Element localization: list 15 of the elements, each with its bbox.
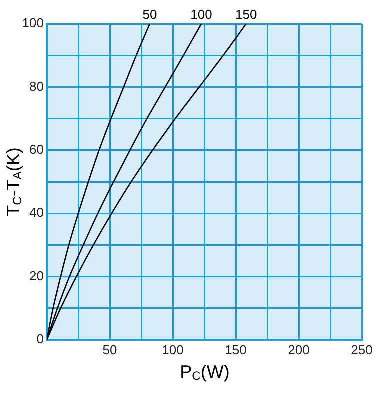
y-tick-label: 40 — [30, 205, 44, 220]
series-label: 100 — [190, 7, 212, 22]
y-tick-label: 20 — [30, 268, 44, 284]
y-tick-label: 80 — [30, 78, 44, 94]
y-tick-label: 100 — [22, 16, 44, 31]
x-axis-title: P$_{C}$(W) — [180, 362, 230, 383]
series-label: 50 — [142, 7, 158, 22]
x-tick-label: 150 — [225, 342, 247, 358]
y-tick-label: 0 — [36, 332, 44, 347]
x-tick-label: 250 — [351, 342, 373, 358]
series-label: 150 — [235, 7, 258, 22]
x-tick-label: 50 — [102, 342, 118, 358]
y-tick-label: 60 — [30, 142, 44, 157]
x-tick-label: 200 — [288, 342, 310, 358]
x-tick-label: 100 — [162, 342, 184, 358]
